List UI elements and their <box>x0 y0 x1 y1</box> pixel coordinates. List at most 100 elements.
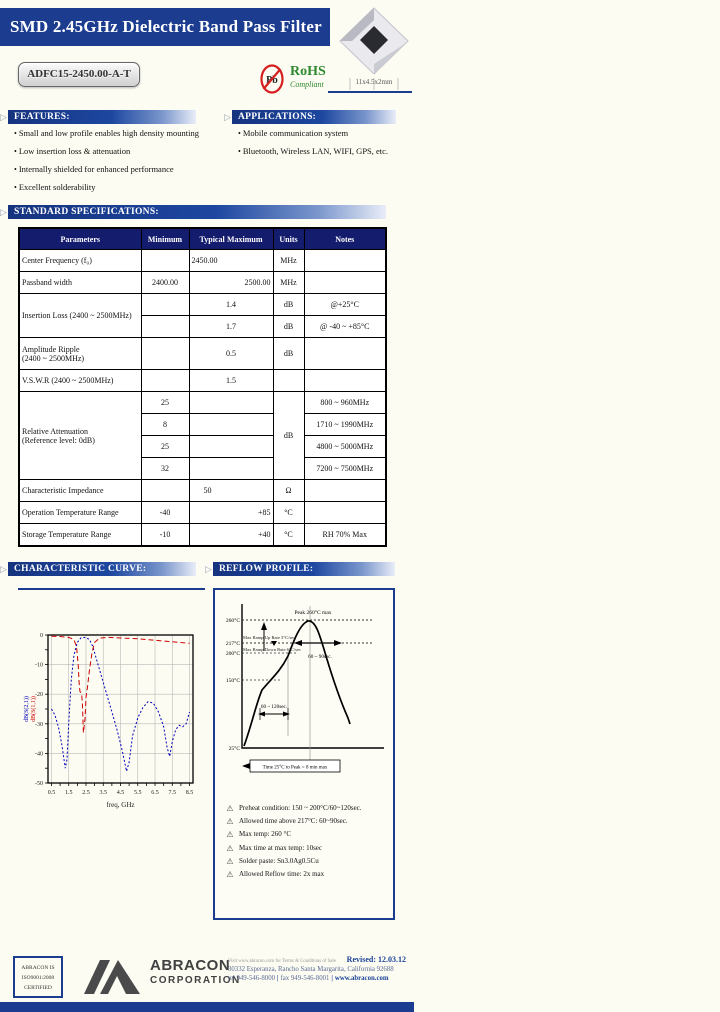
svg-text:-20: -20 <box>35 692 43 698</box>
col-units: Units <box>272 227 305 250</box>
temp-label: 200°C <box>226 650 240 657</box>
svg-text:3.5: 3.5 <box>99 790 107 796</box>
svg-text:-40: -40 <box>35 751 43 757</box>
svg-text:8.5: 8.5 <box>186 790 194 796</box>
company-name: ABRACON <box>150 957 231 974</box>
param-cell: Storage Temperature Range <box>18 523 142 547</box>
svg-text:6.5: 6.5 <box>151 790 159 796</box>
rohs-label: RoHS <box>290 64 326 79</box>
table-row: Characteristic Impedance 50 Ω <box>18 479 387 502</box>
param-line: Relative Attenuation <box>22 426 88 436</box>
chevron-right-icon: ▷ <box>0 564 7 574</box>
param-cell: Center Frequency (f₀) <box>18 249 142 272</box>
table-row: Insertion Loss (2400 ~ 2500MHz) 1.4 dB @… <box>18 293 387 338</box>
features-heading: FEATURES: <box>8 110 196 124</box>
website-link: www.abracon.com <box>334 975 389 982</box>
product-chip-image <box>339 7 409 90</box>
chevron-right-icon: ▷ <box>0 207 7 217</box>
minimum-cell: 2400.00 <box>140 271 190 294</box>
characteristic-curve-heading: CHARACTERISTIC CURVE: <box>8 562 196 576</box>
table-row: 1.7 dB @ -40 ~ +85°C <box>19 315 387 338</box>
svg-text:Pb: Pb <box>266 75 278 86</box>
table-header-row: Parameters Minimum Typical Maximum Units … <box>18 227 387 250</box>
temp-label: 260°C <box>226 617 240 624</box>
notes-cell: 7200 ~ 7500MHz <box>303 457 387 480</box>
col-typical-maximum: Typical Maximum <box>188 227 274 250</box>
units-cell: dB <box>272 337 305 370</box>
preheat-time-annotation: 60 ~ 120sec. <box>261 704 287 710</box>
footer-rule <box>0 1002 414 1012</box>
tel-text: tel 949-546-8000 <box>228 975 276 982</box>
list-item: Bluetooth, Wireless LAN, WIFI, GPS, etc. <box>238 142 388 160</box>
units-cell: dB <box>272 391 305 480</box>
title-banner: SMD 2.45GHz Dielectric Band Pass Filter <box>0 8 330 46</box>
section-rule <box>18 588 205 590</box>
col-notes: Notes <box>303 227 387 250</box>
peak-annotation: Peak 260°C max <box>294 609 331 616</box>
reflow-note: ⚠ Max time at max temp: 10sec <box>221 844 389 853</box>
table-row: Storage Temperature Range -10 +40 °C RH … <box>18 523 387 547</box>
svg-text:dB(S(1,1)): dB(S(1,1)) <box>30 696 37 722</box>
reflow-profile-heading: REFLOW PROFILE: <box>213 562 395 576</box>
ramp-up-annotation: Max Ramp Up Rate 3°C/sec <box>243 635 295 640</box>
minimum-cell: 32 <box>140 457 190 480</box>
svg-text:-50: -50 <box>35 781 43 787</box>
time-to-peak-annotation: Time 25°C to Peak = 8 min max <box>263 766 328 771</box>
svg-text:freq, GHz: freq, GHz <box>107 801 135 809</box>
company-subname: CORPORATION <box>150 975 241 986</box>
minimum-cell: -40 <box>140 501 190 524</box>
separator: | <box>277 975 279 982</box>
param-cell: Operation Temperature Range <box>18 501 142 524</box>
revised-date: Revised: 12.03.12 <box>346 955 406 964</box>
svg-text:dB(S(2,1)): dB(S(2,1)) <box>23 696 30 722</box>
typical-cell: 2450.00 <box>188 249 274 272</box>
typical-cell: 50 <box>188 479 274 502</box>
notes-cell: RH 70% Max <box>303 523 387 547</box>
reflow-note: ⚠ Allowed Reflow time: 2x max <box>221 870 389 879</box>
param-cell: Amplitude Ripple (2400 ~ 2500MHz) <box>18 337 142 370</box>
col-maximum: Maximum <box>226 234 263 244</box>
minimum-cell: 25 <box>140 391 190 414</box>
iso-certification-box: ABRACON IS ISO9001:2008 CERTIFIED <box>13 956 63 998</box>
ramp-down-annotation: Max Ramp Down Rate 6°C/sec <box>243 647 301 652</box>
param-cell: Insertion Loss (2400 ~ 2500MHz) <box>18 293 142 338</box>
fax-text: fax 949-546-8001 <box>280 975 330 982</box>
applications-list: Mobile communication system Bluetooth, W… <box>238 124 388 160</box>
minimum-cell: 8 <box>140 413 190 436</box>
footer-contact-block: Visit www.abracon.com for Terms & Condit… <box>228 955 406 982</box>
part-number-badge: ADFC15-2450.00-A-T <box>18 62 140 87</box>
list-item: Internally shielded for enhanced perform… <box>14 160 199 178</box>
table-row: Relative Attenuation (Reference level: 0… <box>18 391 387 480</box>
maximum-cell: 1.5 <box>188 369 274 392</box>
separator: | <box>331 975 333 982</box>
abracon-logo-text: ABRACON CORPORATION <box>150 957 241 987</box>
table-row: Operation Temperature Range -40 +85 °C <box>18 501 387 524</box>
units-cell: MHz <box>272 249 305 272</box>
list-item: Excellent solderability <box>14 178 199 196</box>
col-typical: Typical <box>199 234 225 244</box>
param-cell: V.S.W.R (2400 ~ 2500MHz) <box>18 369 142 392</box>
param-line: (Reference level: 0dB) <box>22 435 95 445</box>
svg-text:5.5: 5.5 <box>134 790 142 796</box>
list-item: Low insertion loss & attenuation <box>14 142 199 160</box>
param-cell: Relative Attenuation (Reference level: 0… <box>18 391 142 480</box>
warning-icon: ⚠ <box>226 817 234 827</box>
reflow-profile-chart: 260°C 217°C 200°C 150°C 25°C Peak 260°C … <box>226 604 384 773</box>
units-cell: MHz <box>272 271 305 294</box>
chip-dimension-label: 11x4.5x2mm <box>355 78 393 86</box>
table-row: Amplitude Ripple (2400 ~ 2500MHz) 0.5 dB <box>18 337 387 370</box>
param-cell: Characteristic Impedance <box>18 479 142 502</box>
header-rule <box>328 91 412 93</box>
svg-text:7.5: 7.5 <box>169 790 177 796</box>
temp-label: 217°C <box>226 640 240 647</box>
pb-free-icon: Pb <box>260 64 284 94</box>
specifications-heading: STANDARD SPECIFICATIONS: <box>8 205 386 219</box>
page-title: SMD 2.45GHz Dielectric Band Pass Filter <box>10 17 322 36</box>
reflow-note: ⚠ Allowed time above 217°C: 60~90sec. <box>221 817 389 826</box>
rohs-compliant-label: Compliant <box>290 80 324 89</box>
reflow-note: ⚠ Solder paste: Sn3.0Ag0.5Cu <box>221 857 389 866</box>
param-cell: Passband width <box>18 271 142 294</box>
units-cell: °C <box>272 501 305 524</box>
col-parameters: Parameters <box>18 227 142 250</box>
chevron-right-icon: ▷ <box>205 564 212 574</box>
